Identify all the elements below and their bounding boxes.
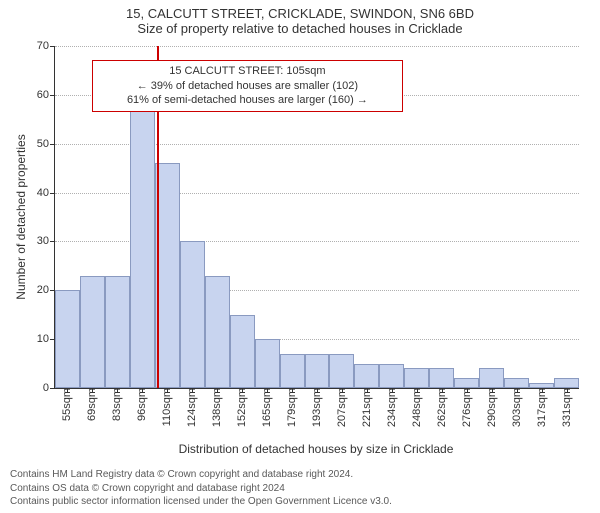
x-tick-label: 179sqm — [286, 388, 298, 427]
footer-line-1: Contains HM Land Registry data © Crown c… — [10, 468, 590, 482]
histogram-bar — [329, 354, 354, 388]
x-tick-label: 234sqm — [386, 388, 398, 427]
histogram-bar — [404, 368, 429, 388]
x-tick-label: 207sqm — [336, 388, 348, 427]
histogram-bar — [429, 368, 454, 388]
x-axis-label: Distribution of detached houses by size … — [54, 442, 578, 456]
gridline — [55, 46, 579, 47]
y-tick-mark — [50, 95, 55, 96]
x-tick-label: 83sqm — [111, 388, 123, 421]
x-tick-label: 193sqm — [311, 388, 323, 427]
y-tick-mark — [50, 388, 55, 389]
y-tick-label: 50 — [37, 138, 49, 150]
histogram-bar — [230, 315, 255, 388]
y-tick-label: 60 — [37, 89, 49, 101]
info-line-2: ← 39% of detached houses are smaller (10… — [101, 79, 394, 94]
info-box: 15 CALCUTT STREET: 105sqm ← 39% of detac… — [92, 60, 403, 113]
histogram-bar — [205, 276, 230, 388]
y-tick-label: 0 — [43, 382, 49, 394]
info-line-1: 15 CALCUTT STREET: 105sqm — [101, 64, 394, 79]
plot-area: 01020304050607055sqm69sqm83sqm96sqm110sq… — [54, 46, 579, 389]
x-tick-label: 262sqm — [436, 388, 448, 427]
x-tick-label: 96sqm — [136, 388, 148, 421]
title-address: 15, CALCUTT STREET, CRICKLADE, SWINDON, … — [0, 6, 600, 21]
histogram-bar — [354, 364, 379, 388]
histogram-bar — [280, 354, 305, 388]
y-tick-label: 20 — [37, 284, 49, 296]
histogram-bar — [55, 290, 80, 388]
y-tick-label: 10 — [37, 333, 49, 345]
x-tick-label: 165sqm — [261, 388, 273, 427]
footer: Contains HM Land Registry data © Crown c… — [0, 462, 600, 513]
histogram-bar — [454, 378, 479, 388]
histogram-bar — [180, 241, 205, 388]
histogram-bar — [130, 105, 155, 388]
x-tick-label: 138sqm — [211, 388, 223, 427]
y-tick-mark — [50, 241, 55, 242]
title-block: 15, CALCUTT STREET, CRICKLADE, SWINDON, … — [0, 0, 600, 36]
y-tick-mark — [50, 144, 55, 145]
title-subtitle: Size of property relative to detached ho… — [0, 21, 600, 36]
chart-container: 15, CALCUTT STREET, CRICKLADE, SWINDON, … — [0, 0, 600, 500]
histogram-bar — [105, 276, 130, 388]
y-tick-mark — [50, 193, 55, 194]
x-tick-label: 152sqm — [236, 388, 248, 427]
info-line-3: 61% of semi-detached houses are larger (… — [101, 93, 394, 108]
x-tick-label: 248sqm — [411, 388, 423, 427]
x-tick-label: 331sqm — [561, 388, 573, 427]
x-tick-label: 110sqm — [161, 388, 173, 426]
histogram-bar — [479, 368, 504, 388]
x-tick-label: 55sqm — [61, 388, 73, 421]
histogram-bar — [554, 378, 579, 388]
histogram-bar — [305, 354, 330, 388]
x-tick-label: 290sqm — [486, 388, 498, 427]
x-tick-label: 276sqm — [461, 388, 473, 427]
x-tick-label: 69sqm — [86, 388, 98, 421]
y-tick-label: 30 — [37, 235, 49, 247]
x-tick-label: 317sqm — [536, 388, 548, 427]
y-axis-label: Number of detached properties — [14, 134, 28, 299]
x-tick-label: 303sqm — [511, 388, 523, 427]
histogram-bar — [80, 276, 105, 388]
footer-line-3: Contains public sector information licen… — [10, 495, 590, 509]
y-tick-label: 40 — [37, 187, 49, 199]
x-tick-label: 221sqm — [361, 388, 373, 427]
x-tick-label: 124sqm — [186, 388, 198, 427]
histogram-bar — [255, 339, 280, 388]
histogram-bar — [379, 364, 404, 388]
y-tick-mark — [50, 46, 55, 47]
histogram-bar — [504, 378, 529, 388]
footer-line-2: Contains OS data © Crown copyright and d… — [10, 482, 590, 496]
y-tick-label: 70 — [37, 40, 49, 52]
